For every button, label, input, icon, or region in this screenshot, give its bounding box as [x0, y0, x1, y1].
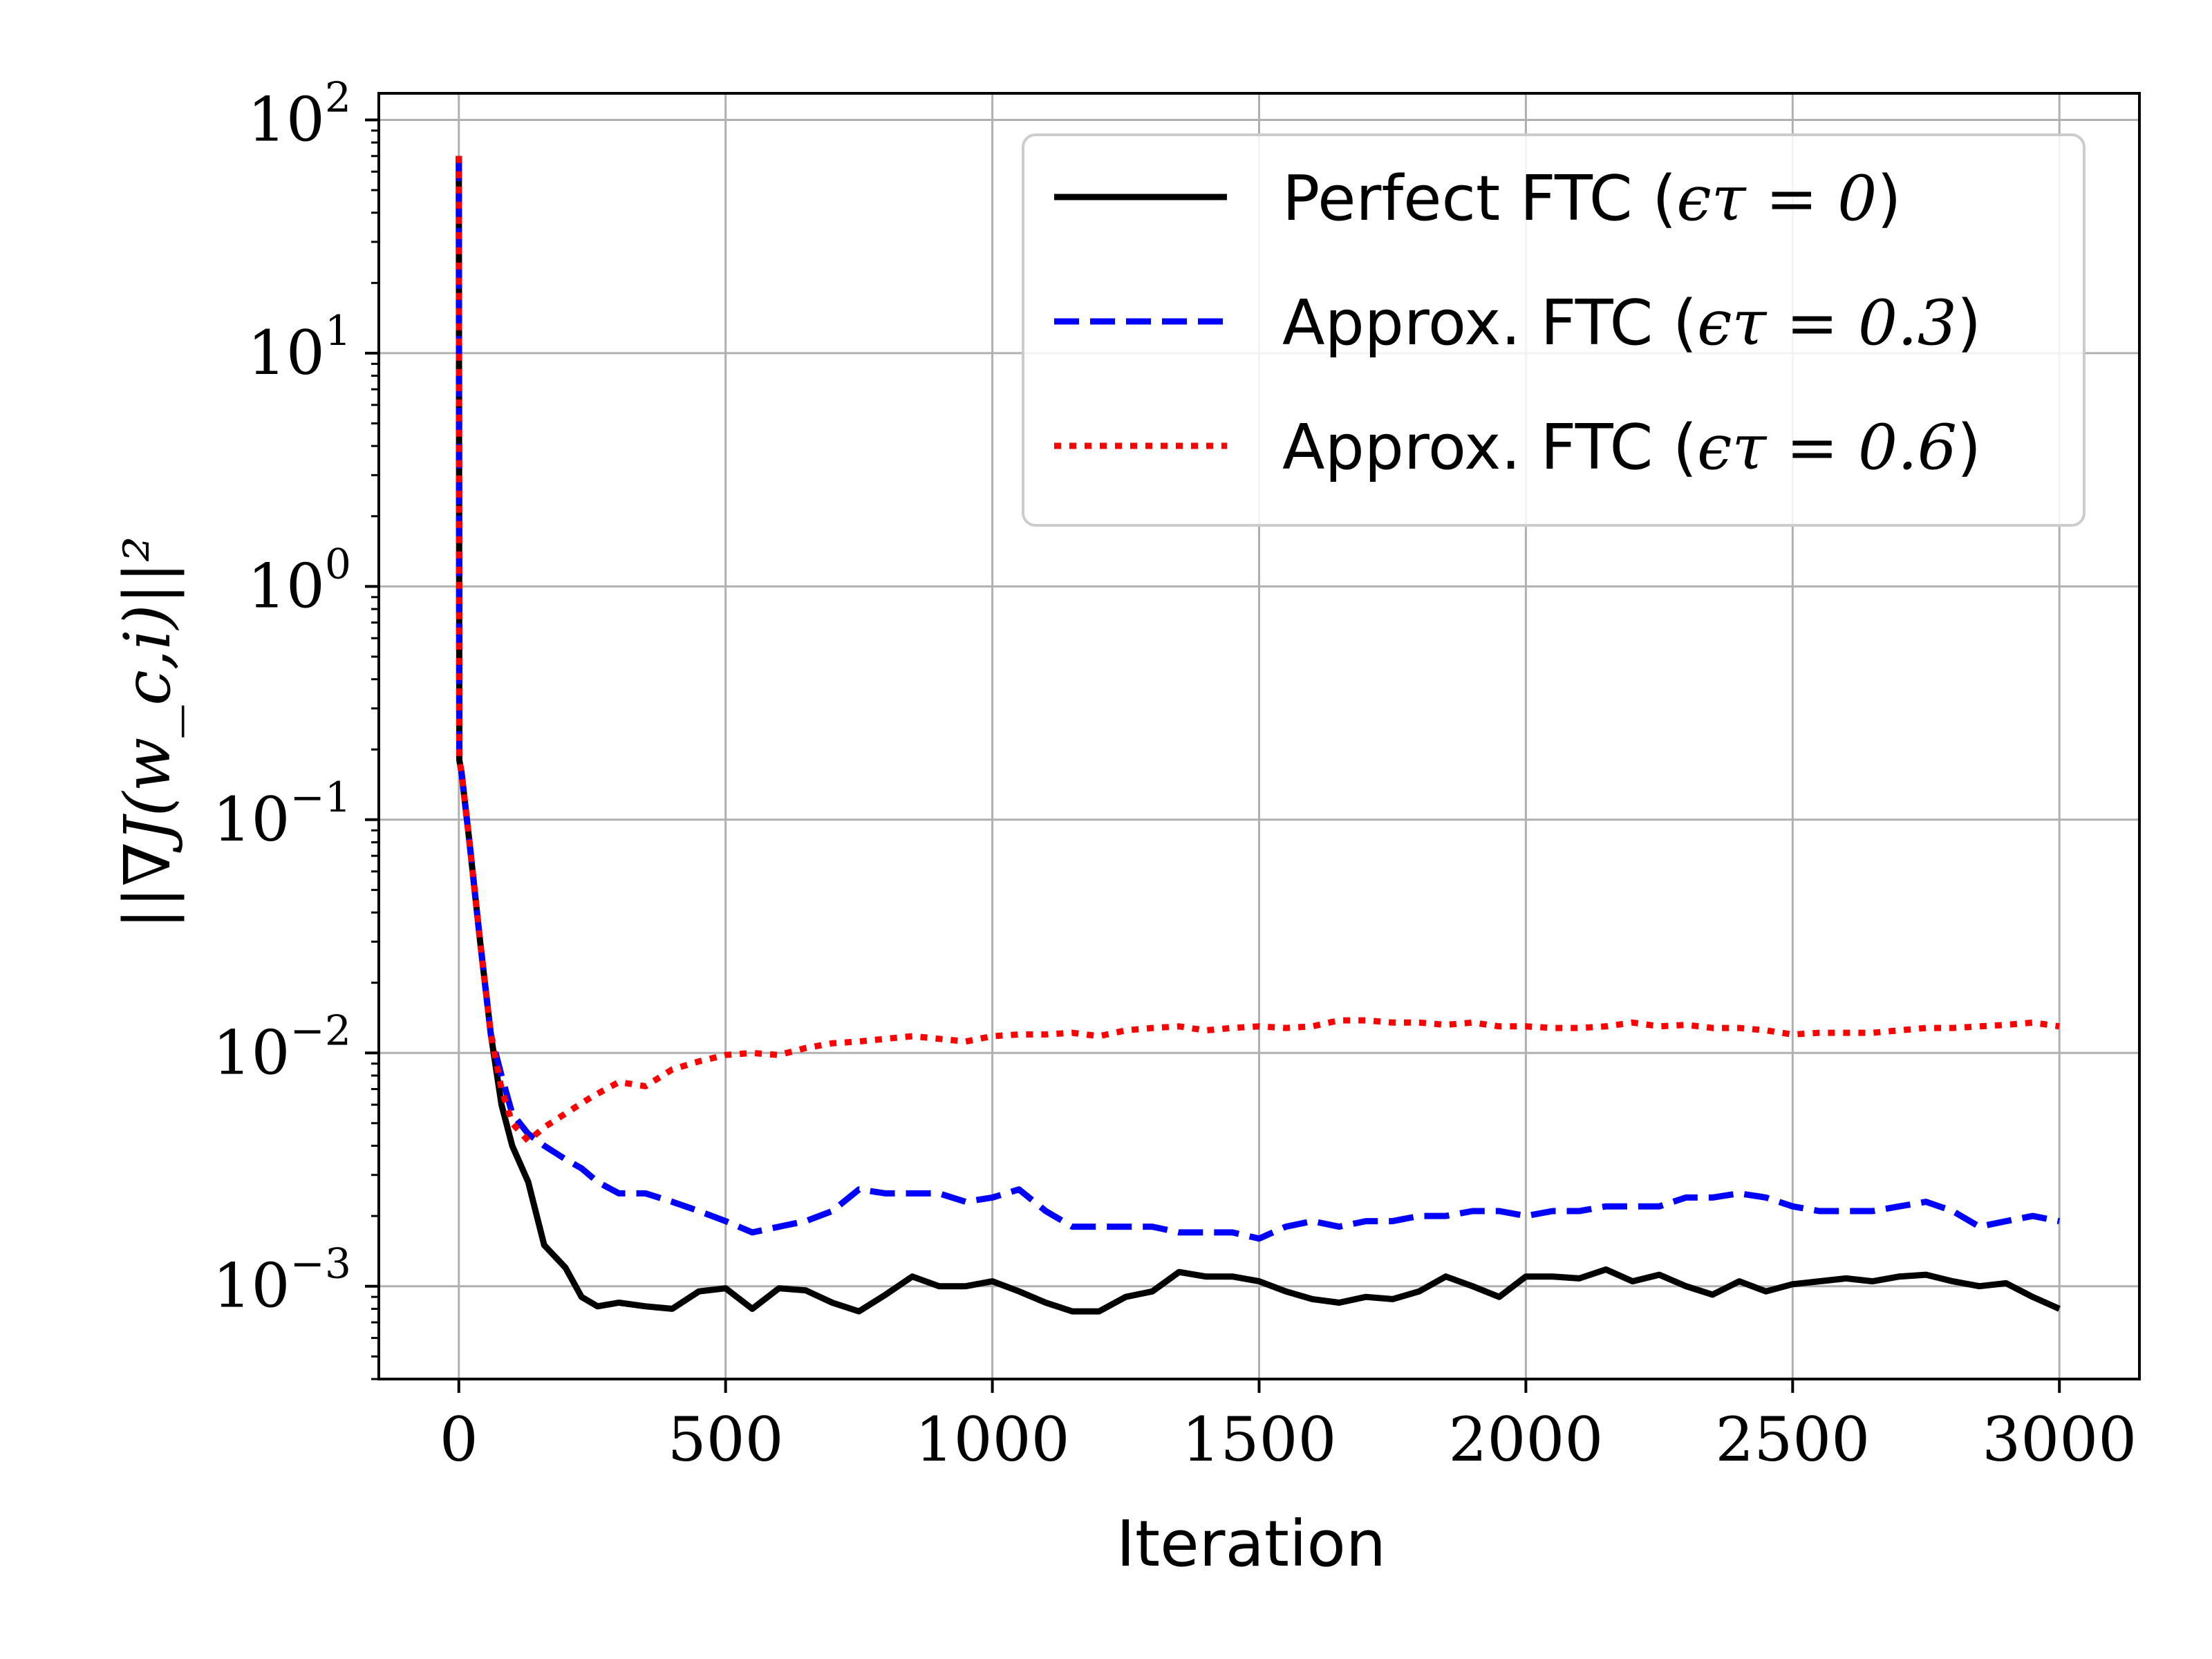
- y-tick-label-exponent: −3: [290, 1240, 351, 1288]
- legend-label-approx-03-text: Approx. FTC (: [1282, 287, 1697, 359]
- y-tick-label-base: 10: [247, 550, 325, 621]
- legend-label-perfect-text: Perfect FTC (: [1282, 162, 1676, 235]
- y-tick-label: 10−2: [213, 1006, 351, 1088]
- legend-label-approx-06: Approx. FTC (ϵτ = 0.6): [1282, 411, 1981, 484]
- series-line-3: [456, 156, 2060, 1144]
- y-tick-label-exponent: −2: [290, 1006, 351, 1055]
- x-tick-label: 0: [440, 1404, 478, 1475]
- y-tick-label-base: 10: [213, 784, 290, 855]
- y-tick-label: 10−1: [213, 774, 351, 855]
- y-axis-title: ||∇J(w_c,i)||²: [111, 536, 185, 930]
- y-tick-label-base: 10: [247, 317, 325, 388]
- y-tick-label-base: 10: [247, 84, 325, 155]
- legend-label-approx-06-text: Approx. FTC (: [1282, 411, 1697, 484]
- y-tick-label-exponent: 0: [325, 540, 351, 588]
- legend-label-approx-06-math: ϵτ = 0.6: [1697, 411, 1957, 484]
- y-tick-label: 100: [247, 540, 351, 621]
- series-line-1: [456, 156, 2061, 1315]
- legend-box: [1022, 133, 2086, 527]
- y-tick-label-base: 10: [213, 1017, 290, 1088]
- x-axis-title: Iteration: [1116, 1507, 1386, 1581]
- legend: Perfect FTC (ϵτ = 0) Approx. FTC (ϵτ = 0…: [1022, 133, 2086, 527]
- y-tick-label-base: 10: [213, 1250, 290, 1322]
- legend-label-approx-03: Approx. FTC (ϵτ = 0.3): [1282, 287, 1981, 359]
- series-line-2: [456, 156, 2061, 1242]
- legend-label-approx-06-close: ): [1957, 411, 1981, 484]
- axis-ticks: [365, 118, 2061, 1393]
- legend-label-perfect-close: ): [1877, 162, 1901, 235]
- x-tick-label: 1500: [1182, 1404, 1337, 1475]
- legend-label-perfect: Perfect FTC (ϵτ = 0): [1282, 162, 1902, 235]
- y-axis-title-group: ||∇J(w_c,i)||²: [111, 536, 185, 930]
- y-tick-label-exponent: −1: [290, 774, 351, 822]
- legend-label-approx-03-math: ϵτ = 0.3: [1697, 287, 1957, 359]
- y-tick-label: 101: [247, 307, 351, 388]
- tick-labels: 0 500 1000 1500 2000 2500 300010210110010−110−…: [213, 73, 2137, 1475]
- y-tick-label-exponent: 2: [325, 73, 351, 122]
- series-layer: [456, 156, 2061, 1315]
- legend-label-approx-03-close: ): [1957, 287, 1981, 359]
- x-tick-label: 2000: [1448, 1404, 1603, 1475]
- x-tick-label: 3000: [1982, 1404, 2137, 1475]
- x-tick-label: 1000: [915, 1404, 1070, 1475]
- x-tick-label: 500: [668, 1404, 784, 1475]
- y-tick-label: 10−3: [213, 1240, 351, 1322]
- y-tick-label: 102: [247, 73, 351, 155]
- y-tick-label-exponent: 1: [325, 307, 351, 355]
- legend-label-perfect-math: ϵτ = 0: [1676, 162, 1877, 235]
- x-tick-label: 2500: [1715, 1404, 1870, 1475]
